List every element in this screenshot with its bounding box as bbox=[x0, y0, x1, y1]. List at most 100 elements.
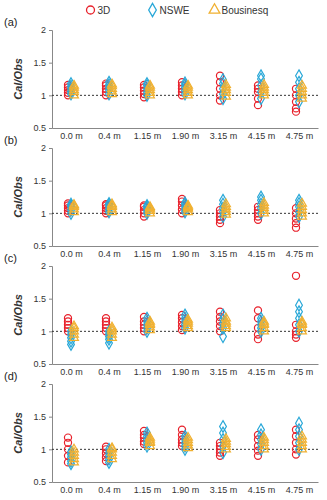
x-tick: 3.15 m bbox=[210, 482, 238, 495]
plot-area bbox=[52, 191, 318, 231]
y-tick: 1.5 bbox=[33, 412, 52, 422]
x-axis: 0.0 m0.4 m1.15 m1.90 m3.15 m4.15 m4.75 m bbox=[53, 364, 319, 377]
point bbox=[108, 443, 117, 451]
y-tick-mark bbox=[49, 266, 52, 267]
y-tick: 1 bbox=[41, 91, 52, 101]
y-tick: 2 bbox=[41, 261, 52, 271]
series bbox=[70, 431, 307, 465]
series bbox=[68, 417, 303, 469]
x-tick-label: 3.15 m bbox=[210, 249, 238, 259]
x-tick: 1.90 m bbox=[172, 364, 200, 377]
y-tick-mark bbox=[49, 449, 52, 450]
point bbox=[260, 80, 269, 88]
series bbox=[64, 195, 299, 231]
point bbox=[220, 421, 227, 433]
y-tick-label: 1.5 bbox=[33, 176, 46, 186]
x-tick: 3.15 m bbox=[210, 246, 238, 259]
point bbox=[108, 199, 117, 207]
x-tick: 1.90 m bbox=[172, 246, 200, 259]
y-axis: 0.5 1 1.5 2 bbox=[33, 261, 52, 369]
x-tick-label: 4.75 m bbox=[286, 367, 314, 377]
point bbox=[292, 272, 299, 279]
y-label: Cal/Obs bbox=[12, 294, 24, 336]
x-tick-label: 4.15 m bbox=[248, 367, 276, 377]
point bbox=[184, 314, 193, 322]
y-tick: 0.5 bbox=[33, 241, 52, 251]
point bbox=[70, 444, 79, 452]
x-tick: 4.15 m bbox=[248, 128, 276, 141]
point bbox=[146, 432, 155, 440]
x-tick-label: 1.90 m bbox=[172, 485, 200, 495]
series bbox=[68, 299, 303, 350]
y-tick-label: 1.5 bbox=[33, 58, 46, 68]
x-tick-label: 0.4 m bbox=[98, 131, 121, 141]
x-tick: 1.90 m bbox=[172, 128, 200, 141]
panel-label: (b) bbox=[4, 134, 17, 146]
x-tick-label: 1.15 m bbox=[134, 367, 162, 377]
legend-label: Bousinesq bbox=[222, 5, 269, 16]
plot-area bbox=[52, 417, 318, 469]
point bbox=[64, 434, 71, 441]
x-tick: 4.75 m bbox=[286, 246, 314, 259]
x-tick: 0.0 m bbox=[60, 246, 83, 259]
y-tick-mark bbox=[49, 63, 52, 64]
x-tick: 1.15 m bbox=[134, 128, 162, 141]
y-tick: 1 bbox=[41, 209, 52, 219]
x-tick-label: 4.75 m bbox=[286, 249, 314, 259]
y-tick-mark bbox=[49, 299, 52, 300]
y-tick-mark bbox=[49, 482, 52, 483]
y-tick-mark bbox=[49, 148, 52, 149]
series bbox=[64, 272, 299, 343]
point bbox=[296, 299, 303, 311]
x-tick-label: 0.4 m bbox=[98, 367, 121, 377]
y-tick-label: 1.5 bbox=[33, 294, 46, 304]
x-tick-label: 0.4 m bbox=[98, 485, 121, 495]
y-tick-mark bbox=[49, 246, 52, 247]
point bbox=[146, 202, 155, 210]
legend-marker bbox=[87, 6, 95, 14]
panel-label: (a) bbox=[4, 16, 17, 28]
y-tick: 0.5 bbox=[33, 359, 52, 369]
series bbox=[64, 72, 299, 115]
x-tick: 4.15 m bbox=[248, 246, 276, 259]
point bbox=[146, 316, 155, 324]
point bbox=[184, 432, 193, 440]
x-tick: 0.4 m bbox=[98, 364, 121, 377]
point bbox=[298, 316, 307, 324]
y-tick-label: 1 bbox=[41, 327, 46, 337]
y-label: Cal/Obs bbox=[12, 58, 24, 100]
series bbox=[68, 191, 303, 222]
point bbox=[64, 315, 71, 322]
y-tick-label: 2 bbox=[41, 143, 46, 153]
x-tick: 0.4 m bbox=[98, 246, 121, 259]
x-tick-label: 0.4 m bbox=[98, 249, 121, 259]
x-tick: 3.15 m bbox=[210, 128, 238, 141]
legend-marker bbox=[209, 4, 220, 13]
y-tick-label: 0.5 bbox=[33, 477, 46, 487]
y-tick: 1.5 bbox=[33, 294, 52, 304]
y-tick-label: 2 bbox=[41, 25, 46, 35]
point bbox=[108, 79, 117, 87]
x-tick-label: 1.90 m bbox=[172, 249, 200, 259]
x-axis-line bbox=[53, 364, 319, 365]
y-tick-label: 1.5 bbox=[33, 412, 46, 422]
y-axis-line bbox=[49, 31, 53, 129]
y-tick: 1.5 bbox=[33, 58, 52, 68]
x-tick: 4.15 m bbox=[248, 482, 276, 495]
y-tick-mark bbox=[49, 364, 52, 365]
y-tick: 2 bbox=[41, 379, 52, 389]
y-axis-line bbox=[49, 267, 53, 365]
x-tick: 0.4 m bbox=[98, 482, 121, 495]
x-tick: 1.15 m bbox=[134, 246, 162, 259]
y-axis: 0.5 1 1.5 2 bbox=[33, 143, 52, 251]
y-tick-label: 2 bbox=[41, 379, 46, 389]
x-axis-line bbox=[53, 128, 319, 129]
plot-area bbox=[52, 70, 318, 115]
x-tick-label: 0.0 m bbox=[60, 485, 83, 495]
y-tick: 1 bbox=[41, 327, 52, 337]
point bbox=[70, 80, 79, 88]
x-tick-label: 4.15 m bbox=[248, 485, 276, 495]
x-tick: 1.15 m bbox=[134, 482, 162, 495]
x-tick-label: 1.15 m bbox=[134, 131, 162, 141]
y-tick-mark bbox=[49, 213, 52, 214]
